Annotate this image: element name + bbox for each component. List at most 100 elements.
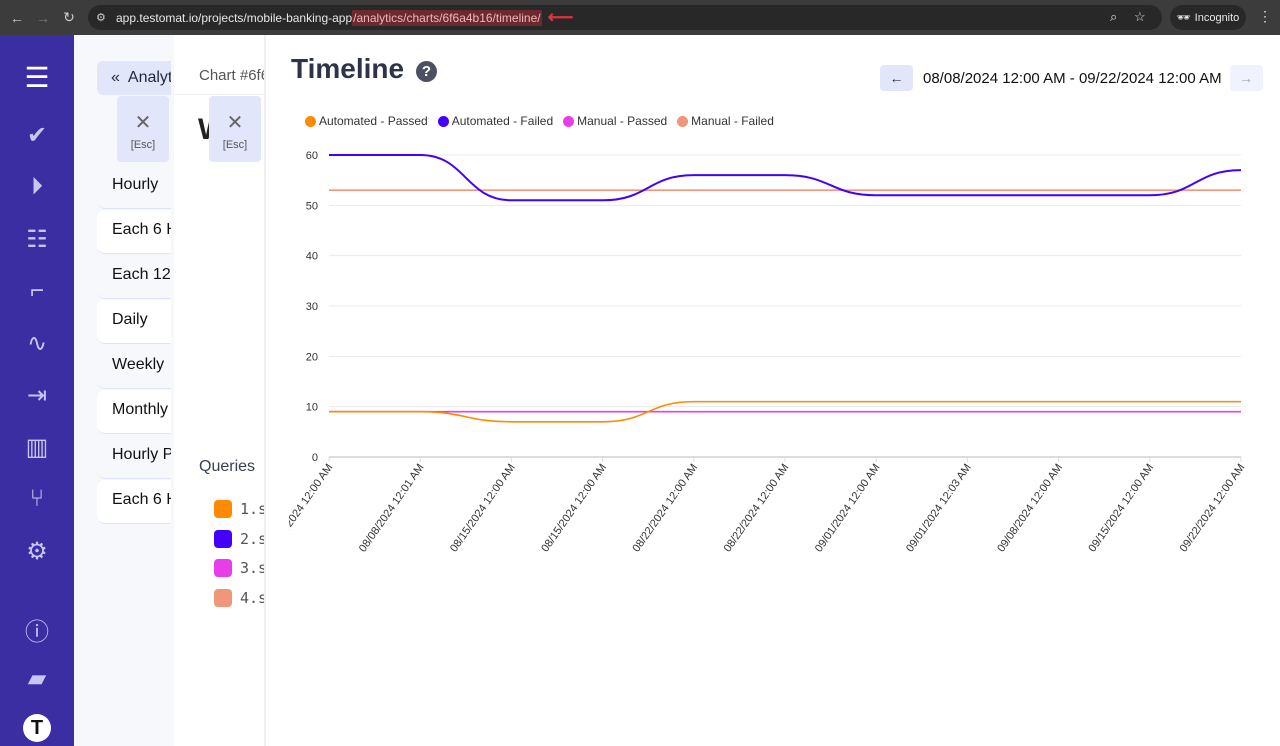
legend-marker <box>437 115 449 127</box>
legend-label: Manual - Failed <box>691 114 774 128</box>
y-tick-label: 20 <box>306 351 318 363</box>
query-item[interactable]: 1.s <box>214 500 264 518</box>
freq-item-each-12[interactable]: Each 12 Hours <box>97 255 171 299</box>
settings-icon[interactable]: ⚙ <box>26 538 48 565</box>
back-to-analytics-button[interactable]: « Analytics <box>97 61 171 95</box>
page-title: Timeline <box>291 53 405 84</box>
y-tick-label: 30 <box>306 301 318 313</box>
x-tick-label: 09/15/2024 12:00 AM <box>1086 462 1156 555</box>
divider <box>174 94 264 95</box>
legend-label: Automated - Passed <box>319 114 428 128</box>
url-highlight: /analytics/charts/6f6a4b16/timeline/ <box>352 9 542 26</box>
color-swatch <box>214 500 232 518</box>
freq-item-daily[interactable]: Daily <box>97 300 171 344</box>
chart-legend: Automated - Passed Automated - Failed Manu… <box>305 114 774 128</box>
esc-label: [Esc] <box>222 139 248 151</box>
forward-icon[interactable]: → <box>36 9 50 26</box>
query-item[interactable]: 4.s <box>214 589 264 607</box>
red-arrow-annotation: ⟵ <box>547 7 574 27</box>
x-tick-label: 08/22/2024 12:00 AM <box>630 462 700 555</box>
chart-id-header: Chart #6f6a4b16 <box>199 67 264 84</box>
star-icon[interactable]: ☆ <box>1134 9 1146 24</box>
close-button[interactable]: ✕ [Esc] <box>117 96 169 162</box>
freq-item-hourly[interactable]: Hourly <box>97 165 171 209</box>
freq-item-hourly-p[interactable]: Hourly P <box>97 435 171 479</box>
label-clip <box>280 463 289 560</box>
legend-label: Automated - Failed <box>451 114 554 128</box>
legend-marker <box>677 115 689 127</box>
date-range-nav: ← 08/08/2024 12:00 AM - 09/22/2024 12:00… <box>880 65 1263 91</box>
next-range-button[interactable]: → <box>1229 65 1263 91</box>
branch-icon[interactable]: ⑂ <box>29 485 45 512</box>
x-tick-label: 08/15/2024 12:00 AM <box>448 462 518 555</box>
freq-item-weekly[interactable]: Weekly <box>97 345 171 389</box>
legend-item[interactable]: Manual - Failed <box>677 114 774 128</box>
x-tick-label: 08/08/2024 12:01 AM <box>357 462 427 555</box>
kebab-menu-icon[interactable]: ⋮ <box>1258 8 1272 24</box>
play-icon[interactable]: ⏵ <box>31 173 43 200</box>
back-label: Analytics <box>127 69 171 86</box>
steps-icon[interactable]: ⌐ <box>29 277 44 304</box>
x-tick-label: 09/22/2024 12:00 AM <box>1178 462 1248 555</box>
query-label: 1.s <box>240 500 264 518</box>
incognito-badge[interactable]: 🕶 Incognito <box>1170 5 1246 30</box>
freq-item-each-6-h[interactable]: Each 6 H <box>97 480 171 524</box>
x-tick-label: 08/22/2024 12:00 AM <box>722 462 792 555</box>
y-tick-label: 60 <box>306 150 318 162</box>
query-item[interactable]: 3.s <box>214 559 264 577</box>
legend-label: Manual - Passed <box>577 114 668 128</box>
double-chevron-left-icon: « <box>111 69 120 86</box>
close-chart-button[interactable]: ✕ [Esc] <box>209 96 261 162</box>
legend-item[interactable]: Automated - Failed <box>437 114 554 128</box>
import-icon[interactable]: ⇥ <box>26 382 48 409</box>
app-sidebar: ☰ ✔ ⏵ ☷ ⌐ ∿ ⇥ ▥ ⑂ ⚙ ⓘ ▰ T <box>0 35 74 746</box>
query-item[interactable]: 2.s <box>214 530 264 548</box>
y-tick-label: 0 <box>312 452 318 464</box>
freq-item-each-6[interactable]: Each 6 Hours <box>97 210 171 254</box>
pulse-icon[interactable]: ∿ <box>26 330 48 357</box>
folder-icon[interactable]: ▰ <box>27 665 47 692</box>
color-swatch <box>214 559 232 577</box>
back-icon[interactable]: ← <box>10 9 24 26</box>
check-icon[interactable]: ✔ <box>26 122 48 149</box>
checklist-icon[interactable]: ☷ <box>26 226 48 253</box>
close-icon: ✕ <box>134 112 152 134</box>
logo-icon[interactable]: T <box>0 713 74 742</box>
query-label: 3.s <box>240 559 264 577</box>
esc-label: [Esc] <box>130 139 156 151</box>
legend-item[interactable]: Automated - Passed <box>305 114 428 128</box>
legend-marker <box>305 115 316 127</box>
prev-range-button[interactable]: ← <box>880 65 913 91</box>
series-line-automated-passed <box>329 400 1241 423</box>
query-label: 2.s <box>240 530 264 548</box>
menu-icon[interactable]: ☰ <box>24 62 50 93</box>
help-icon[interactable]: ⓘ <box>25 619 49 646</box>
panel-resize-handle[interactable] <box>264 35 266 746</box>
color-swatch <box>214 530 232 548</box>
series-line-automated-failed <box>329 154 1242 202</box>
color-swatch <box>214 589 232 607</box>
legend-item[interactable]: Manual - Passed <box>563 114 667 128</box>
browser-toolbar: ← → ↻ ⚙ app.testomat.io/projects/mobile-… <box>0 0 1280 35</box>
freq-item-monthly[interactable]: Monthly <box>97 390 171 434</box>
site-info-icon[interactable]: ⚙ <box>96 12 106 24</box>
x-tick-label: 09/01/2024 12:00 AM <box>813 462 883 555</box>
y-tick-label: 40 <box>306 251 318 263</box>
y-tick-label: 10 <box>306 402 318 414</box>
url-base: app.testomat.io/projects/mobile-banking-… <box>116 10 353 25</box>
reload-icon[interactable]: ↻ <box>63 9 75 25</box>
query-label: 4.s <box>240 589 264 607</box>
y-tick-label: 50 <box>306 200 318 212</box>
x-tick-label: 08/15/2024 12:00 AM <box>539 462 609 555</box>
help-icon[interactable]: ? <box>416 61 437 82</box>
legend-marker <box>563 115 575 127</box>
close-icon: ✕ <box>226 112 244 134</box>
incognito-label: Incognito <box>1194 11 1240 24</box>
zoom-icon[interactable]: ⌕ <box>1110 9 1118 24</box>
analytics-icon[interactable]: ▥ <box>25 434 49 461</box>
date-range: 08/08/2024 12:00 AM - 09/22/2024 12:00 A… <box>923 69 1222 87</box>
x-tick-label: 09/01/2024 12:03 AM <box>904 462 974 555</box>
incognito-icon: 🕶 <box>1176 12 1191 24</box>
address-bar[interactable]: ⚙ app.testomat.io/projects/mobile-bankin… <box>88 5 1162 30</box>
